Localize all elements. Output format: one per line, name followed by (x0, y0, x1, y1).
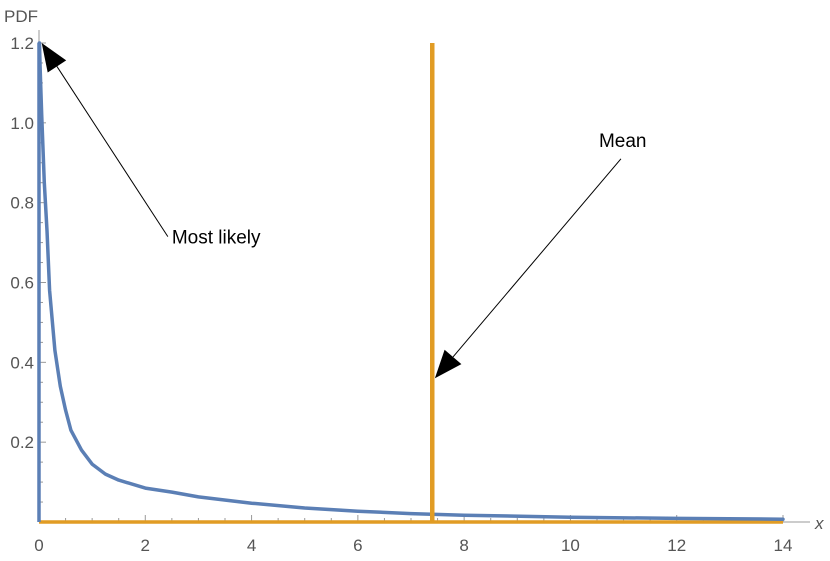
x-tick-label: 0 (34, 536, 43, 555)
annotation-most-likely: Most likely (172, 228, 261, 249)
x-tick-label: 12 (667, 536, 686, 555)
annotation-arrow-shaft (56, 66, 169, 237)
ticks: 0 2 4 6 8 10 12 14 0.2 0.4 0.6 0.8 1.0 1.2 (10, 34, 792, 555)
x-tick-label: 4 (247, 536, 256, 555)
x-tick-label: 8 (459, 536, 468, 555)
y-tick-label: 0.8 (10, 194, 34, 213)
annotations: Most likely Mean (41, 43, 647, 379)
x-tick-label: 10 (561, 536, 580, 555)
axes (38, 30, 810, 523)
annotation-arrow-head (41, 43, 67, 73)
annotation-arrow-shaft (452, 158, 622, 358)
x-axis-title: x (814, 514, 824, 533)
x-tick-label: 2 (141, 536, 150, 555)
x-tick-label: 14 (774, 536, 793, 555)
x-tick-label: 6 (353, 536, 362, 555)
annotation-mean: Mean (599, 131, 647, 152)
series-layer (37, 41, 785, 524)
annotation-arrow-head (434, 349, 462, 379)
y-tick-label: 0.6 (10, 274, 34, 293)
y-axis-title: PDF (4, 7, 38, 26)
pdf-curve (37, 41, 785, 521)
y-tick-label: 0.4 (10, 353, 34, 372)
y-tick-label: 1.2 (10, 34, 34, 53)
y-tick-label: 0.2 (10, 433, 34, 452)
y-tick-label: 1.0 (10, 114, 34, 133)
